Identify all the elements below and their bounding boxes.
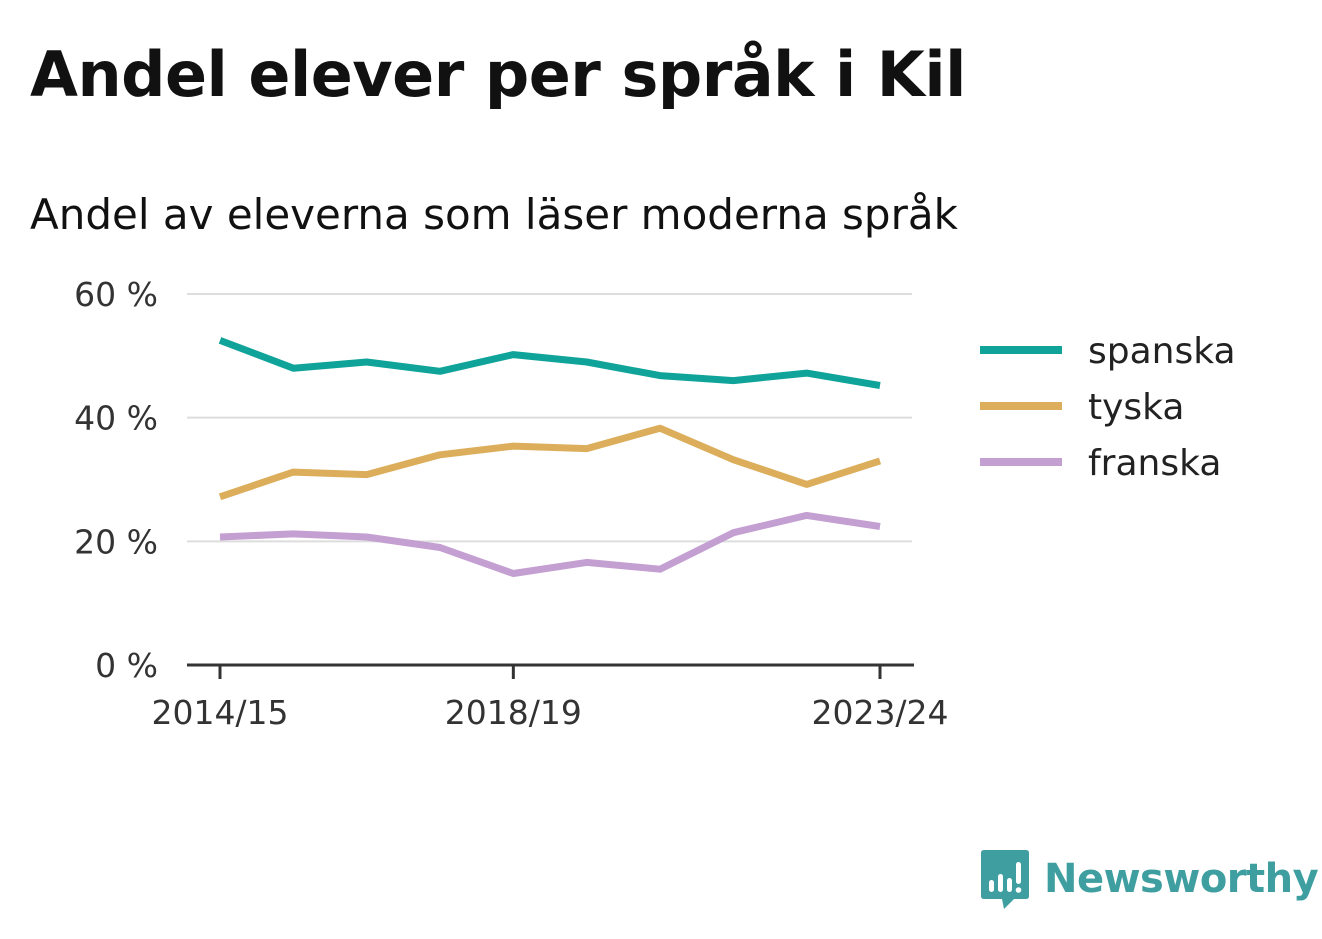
y-axis-tick-labels: 0 % 20 % 40 % 60 % [74,275,158,685]
x-axis-tick-labels: 2014/15 2018/19 2023/24 [151,693,948,732]
series-line-spanska [218,337,881,389]
x-tick-label: 2018/19 [445,693,582,732]
chart-title: Andel elever per språk i Kil [30,38,966,111]
legend-label-franska: franska [1088,443,1221,484]
brand-name: Newsworthy [1044,856,1319,902]
legend-label-spanska: spanska [1088,331,1236,372]
grid-lines [187,293,912,543]
y-tick-label: 0 % [95,646,158,685]
bar-chart-speech-bubble-icon [981,850,1029,909]
x-axis [187,663,914,679]
series-line-franska [219,511,881,577]
y-tick-label: 20 % [74,522,158,561]
y-tick-label: 60 % [74,275,158,314]
series-lines [218,337,882,577]
chart-subtitle: Andel av eleverna som läser moderna språ… [30,190,958,239]
y-tick-label: 40 % [74,399,158,438]
brand-logo: Newsworthy [980,846,1319,912]
x-tick-label: 2014/15 [151,693,288,732]
legend: spanska tyska franska [980,331,1236,484]
x-tick-label: 2023/24 [811,693,948,732]
legend-label-tyska: tyska [1088,387,1184,428]
series-line-tyska [218,424,882,501]
